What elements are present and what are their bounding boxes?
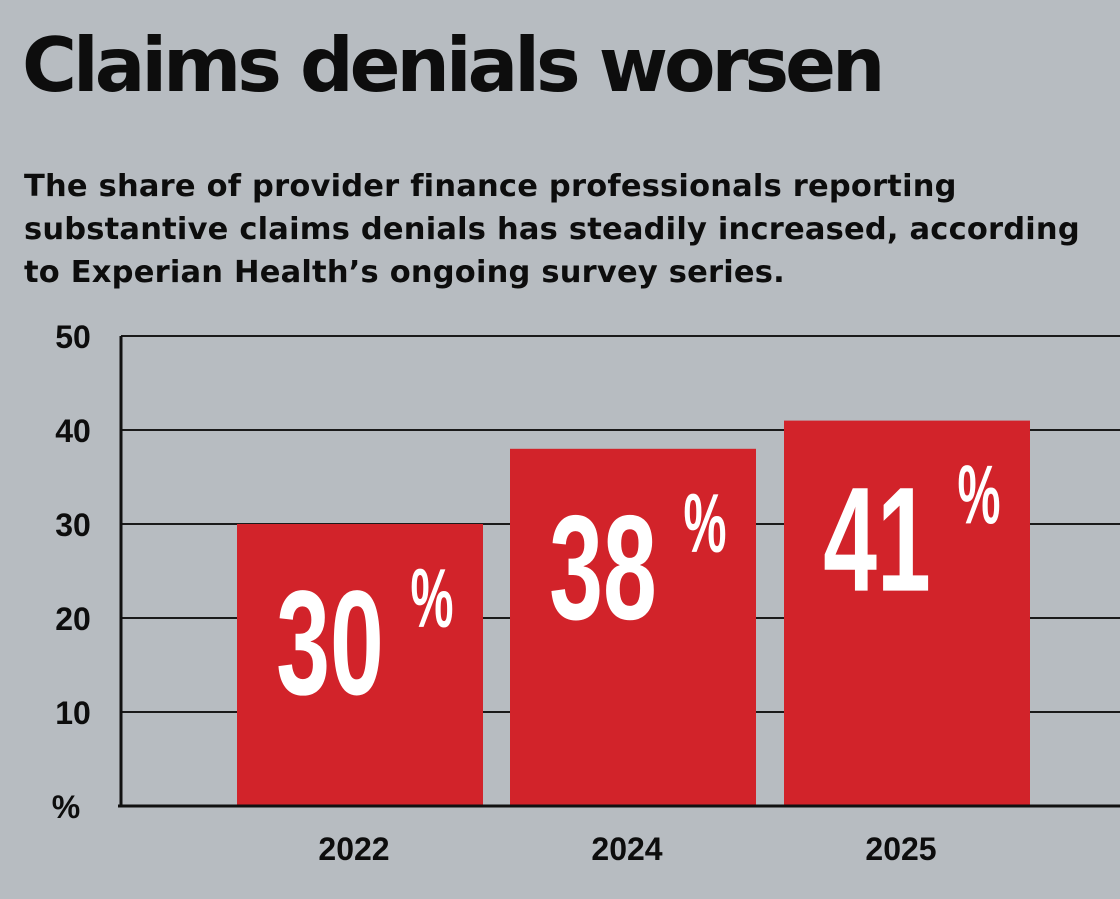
bar-value-suffix: % bbox=[683, 477, 726, 570]
bars: 30% 38% 41% bbox=[237, 420, 1030, 806]
y-tick-label: 30 bbox=[55, 507, 91, 543]
x-tick-label: 2025 bbox=[865, 831, 936, 867]
y-axis-unit-label: % bbox=[52, 789, 80, 825]
bar-value: 38 bbox=[549, 484, 657, 651]
bar-data-label: 41% bbox=[823, 449, 1000, 623]
bar-value-suffix: % bbox=[410, 552, 453, 645]
y-tick-label: 50 bbox=[55, 319, 91, 355]
bar-data-label: 30% bbox=[276, 552, 453, 726]
x-axis-ticks: 2022 2024 2025 bbox=[318, 831, 936, 867]
bar-data-label: 38% bbox=[549, 477, 726, 651]
y-axis-ticks: 10 20 30 40 50 bbox=[55, 319, 91, 731]
bar bbox=[784, 420, 1030, 806]
bar-value: 41 bbox=[823, 455, 931, 622]
y-tick-label: 40 bbox=[55, 413, 91, 449]
y-tick-label: 10 bbox=[55, 695, 91, 731]
x-tick-label: 2022 bbox=[318, 831, 389, 867]
x-tick-label: 2024 bbox=[591, 831, 662, 867]
y-tick-label: 20 bbox=[55, 601, 91, 637]
chart-subtitle: The share of provider finance profession… bbox=[24, 169, 1080, 290]
bar bbox=[510, 448, 756, 806]
bar-value: 30 bbox=[276, 559, 384, 726]
bar-value-suffix: % bbox=[957, 449, 1000, 542]
bar bbox=[237, 524, 483, 806]
chart-title: Claims denials worsen bbox=[22, 21, 885, 109]
